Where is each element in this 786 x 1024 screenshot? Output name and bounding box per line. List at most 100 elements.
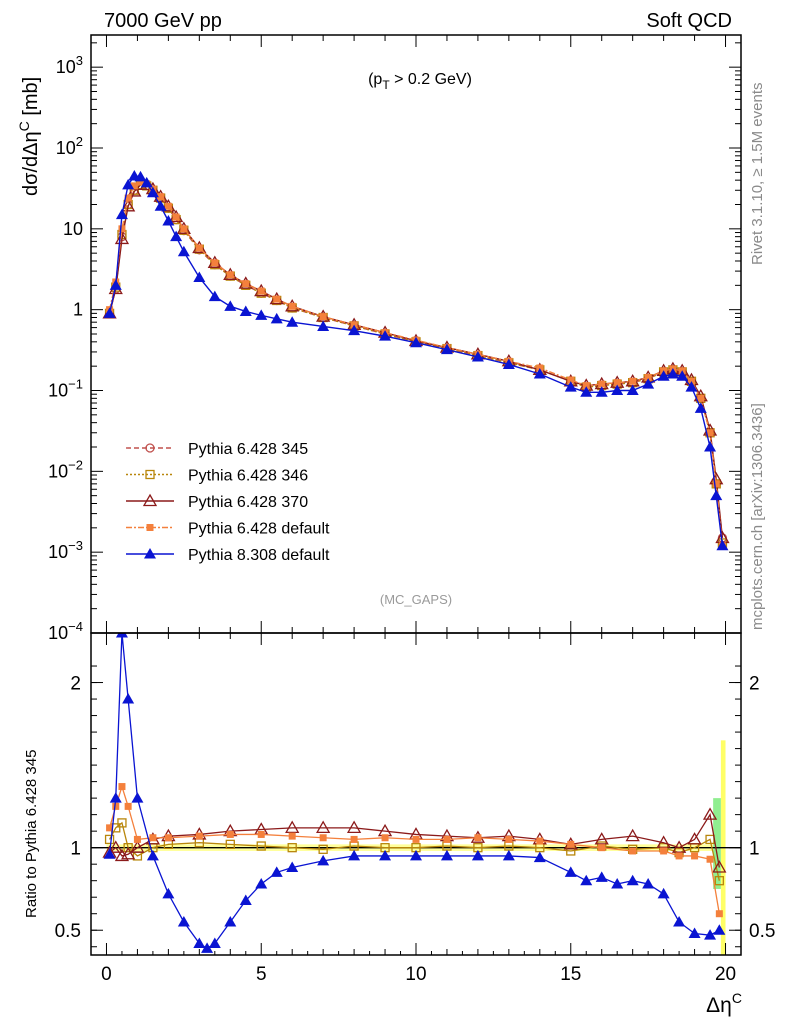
main-data-point — [629, 377, 637, 385]
main-data-point — [172, 213, 180, 221]
main-data-point — [440, 343, 453, 355]
main-data-point — [710, 489, 723, 501]
ratio-data-point — [660, 847, 668, 855]
ratio-data-point — [109, 792, 122, 803]
main-data-point — [109, 279, 122, 290]
main-series-line — [108, 184, 724, 544]
legend-entry: Pythia 6.428 370 — [126, 493, 308, 511]
ratio-data-point — [224, 915, 237, 927]
main-data-point — [226, 271, 234, 279]
ratio-data-point — [642, 877, 655, 889]
main-data-point — [502, 358, 515, 369]
ratio-data-point — [239, 894, 252, 906]
ratio-data-point — [257, 830, 265, 838]
series-layer — [91, 170, 741, 953]
ratio-data-point — [112, 802, 120, 810]
ratio-y-tick-label-right: 1 — [749, 839, 760, 860]
main-data-point — [317, 320, 330, 331]
main-data-point — [286, 316, 299, 327]
legend-label: Pythia 6.428 345 — [188, 441, 308, 458]
main-data-point — [712, 480, 720, 488]
main-y-tick-label: 103 — [56, 53, 83, 77]
ratio-data-point — [285, 820, 300, 834]
x-tick-label: 5 — [256, 964, 267, 985]
ratio-data-point — [149, 834, 157, 842]
ratio-data-point — [594, 832, 609, 845]
rivet-label: Rivet 3.1.10, ≥ 1.5M events — [749, 83, 766, 266]
x-tick-label: 0 — [101, 964, 112, 985]
main-data-point — [121, 198, 136, 212]
main-data-point — [211, 259, 219, 267]
main-data-point — [536, 364, 544, 372]
main-series-1 — [104, 180, 728, 543]
ratio-data-point — [201, 942, 214, 953]
ratio-data-point — [505, 835, 513, 843]
ratio-data-point — [288, 832, 296, 840]
ratio-data-point — [611, 877, 624, 889]
ratio-data-point — [471, 849, 484, 861]
main-y-tick-label: 10−4 — [48, 619, 83, 643]
main-data-point — [124, 194, 132, 202]
main-y-tick-label: 10−2 — [48, 457, 83, 481]
ratio-data-point — [104, 834, 115, 845]
main-data-point — [146, 186, 159, 198]
ratio-data-point — [208, 937, 221, 948]
main-data-point — [319, 313, 327, 321]
main-data-point — [115, 208, 128, 220]
main-y-tick-label: 1 — [73, 300, 83, 320]
main-data-point — [177, 245, 190, 257]
legend-label: Pythia 6.428 346 — [188, 468, 308, 485]
main-data-point — [257, 287, 265, 295]
ratio-data-point — [319, 834, 327, 842]
ratio-data-point — [117, 818, 127, 828]
main-data-point — [195, 244, 203, 252]
ratio-data-point — [162, 887, 175, 899]
ratio-data-point — [533, 851, 546, 863]
ratio-data-point — [350, 835, 358, 843]
main-y-tick-label: 10 — [63, 219, 83, 239]
main-data-point — [704, 441, 717, 452]
main-data-point — [716, 539, 729, 551]
ratio-series-line — [108, 633, 720, 950]
main-data-point — [676, 370, 689, 381]
ratio-data-point — [564, 866, 577, 877]
ratio-data-point — [317, 854, 330, 866]
ratio-data-point — [704, 929, 717, 940]
legend-label: Pythia 6.428 default — [188, 521, 330, 538]
ratio-data-point — [688, 927, 701, 939]
ratio-data-point — [256, 841, 266, 851]
ratio-data-point — [195, 832, 203, 840]
x-axis-label: ΔηC — [706, 990, 742, 1017]
ratio-y-tick-label: 0.5 — [55, 921, 81, 942]
ratio-series-3 — [106, 783, 723, 918]
ratio-data-point — [675, 852, 683, 860]
main-data-point — [685, 381, 698, 392]
main-data-point — [162, 214, 175, 226]
ratio-data-point — [687, 832, 702, 845]
ratio-data-point — [712, 860, 727, 873]
ratio-y-tick-label-right: 0.5 — [749, 921, 775, 942]
main-data-point — [410, 336, 422, 348]
ratio-data-point — [130, 840, 145, 853]
analysis-label: (MC_GAPS) — [380, 592, 452, 607]
ratio-data-point — [474, 834, 482, 842]
legend-marker — [145, 469, 155, 480]
main-series-line — [108, 184, 724, 539]
main-data-point — [564, 381, 577, 392]
x-tick-label: 20 — [715, 964, 736, 985]
main-data-point — [288, 302, 296, 310]
ratio-data-point — [626, 874, 639, 886]
legend-label: Pythia 8.308 default — [188, 547, 330, 564]
cut-annotation: (pT > 0.2 GeV) — [368, 71, 472, 92]
ratio-data-point — [193, 937, 206, 948]
ratio-y-tick-label-right: 2 — [749, 674, 760, 695]
main-data-point — [533, 368, 546, 379]
ratio-data-point — [671, 840, 687, 853]
header-left: 7000 GeV pp — [104, 10, 222, 32]
ratio-series-4 — [103, 633, 726, 953]
ratio-data-point — [714, 876, 724, 886]
ratio-y-tick-label: 1 — [70, 839, 81, 860]
ratio-y-tick-label: 2 — [70, 674, 81, 695]
ratio-data-point — [379, 849, 392, 861]
